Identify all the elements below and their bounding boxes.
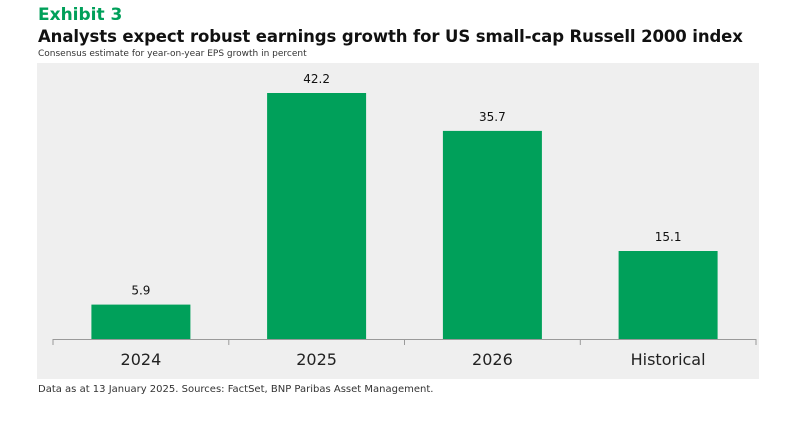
category-label-historical: Historical (631, 350, 706, 369)
value-label-historical: 15.1 (655, 230, 682, 244)
chart-title: Analysts expect robust earnings growth f… (38, 27, 743, 46)
exhibit-label: Exhibit 3 (38, 5, 123, 25)
category-label-2024: 2024 (121, 350, 162, 369)
value-label-2025: 42.2 (303, 72, 330, 86)
bar-2025 (267, 93, 367, 339)
bar-chart: 5.9 2024 42.2 2025 35.7 2026 15.1 Historical (52, 72, 757, 369)
chart-panel: 5.9 2024 42.2 2025 35.7 2026 15.1 Historical (37, 63, 759, 379)
bar-2024 (91, 304, 191, 339)
bar-2026 (442, 130, 542, 339)
source-note: Data as at 13 January 2025. Sources: Fac… (38, 384, 434, 395)
value-label-2026: 35.7 (479, 110, 506, 124)
value-label-2024: 5.9 (131, 284, 150, 298)
chart-subtitle: Consensus estimate for year-on-year EPS … (38, 49, 307, 59)
bar-historical (618, 251, 718, 339)
category-label-2026: 2026 (472, 350, 513, 369)
category-label-2025: 2025 (296, 350, 337, 369)
